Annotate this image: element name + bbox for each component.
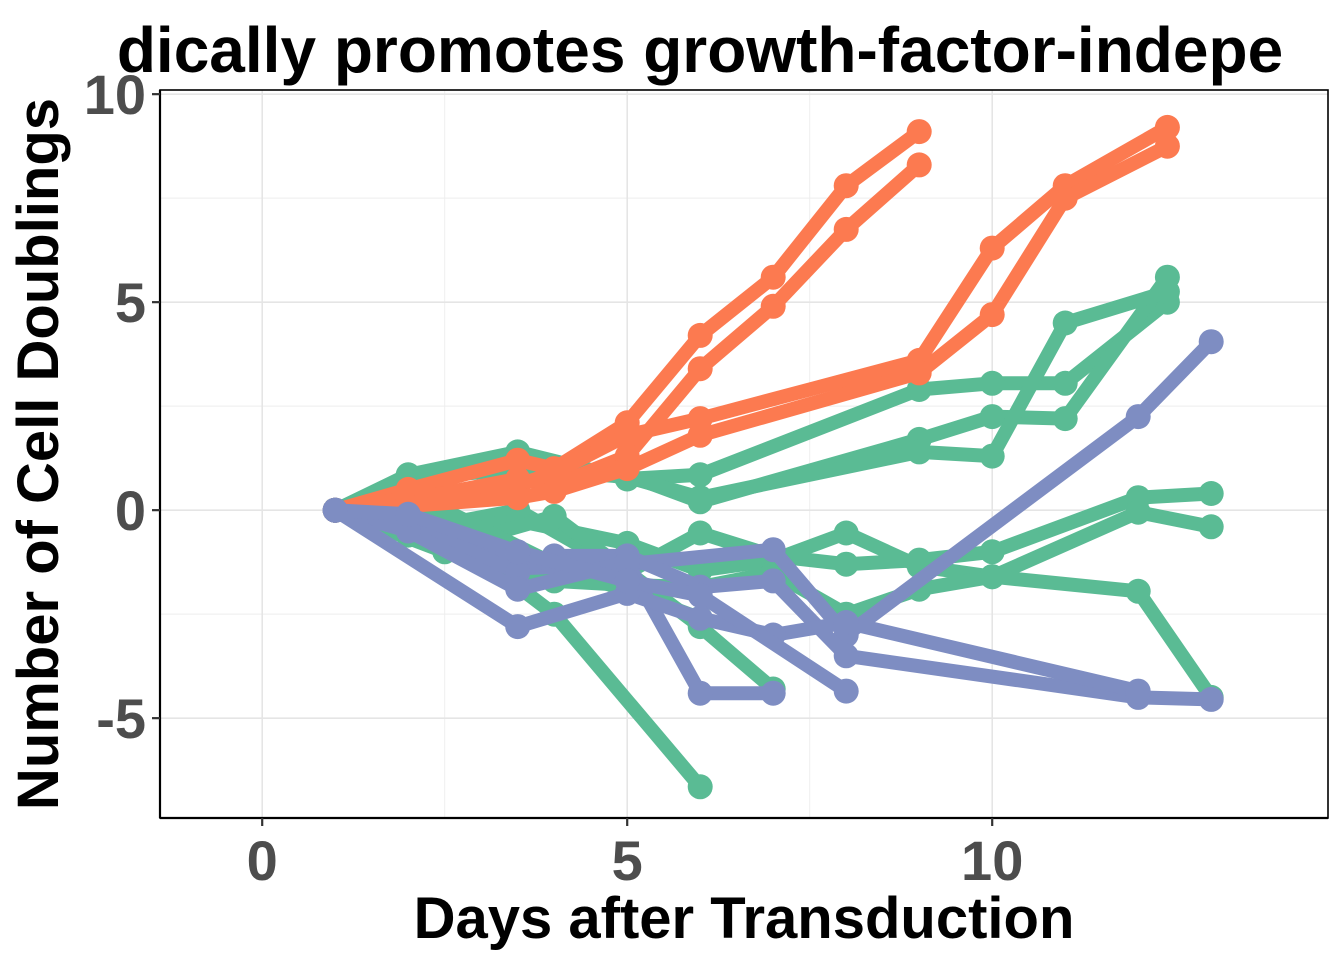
series-line [328,139,1175,518]
data-point [687,605,713,631]
x-tick-label: 0 [247,829,278,892]
data-point [1198,514,1224,540]
data-point [979,404,1005,430]
x-axis-label: Days after Transduction [414,886,1075,951]
data-point [833,520,859,546]
data-point [1198,481,1224,506]
data-point [760,264,786,290]
data-point [614,568,640,594]
data-point [1154,114,1180,140]
data-point [906,119,932,145]
data-point [1052,185,1078,211]
data-point [833,643,859,669]
series-layer [322,114,1224,800]
data-point [505,485,531,511]
data-point [1198,329,1224,355]
data-point [687,462,713,488]
data-point [833,173,859,199]
data-point [687,520,713,546]
data-point [760,680,786,706]
series-16 [322,497,786,706]
data-point [906,439,932,465]
y-tick-label: 5 [115,271,146,334]
series-13 [322,133,1180,523]
chart-title: dically promotes growth-factor-indepe [117,14,1283,86]
data-point [322,497,348,523]
data-point [395,501,421,527]
x-tick-label: 5 [612,829,643,892]
data-point [687,485,713,511]
data-point [833,610,859,635]
y-axis-label: Number of Cell Doublings [6,98,71,810]
data-point [614,456,640,482]
data-point [979,302,1005,328]
data-point [833,551,859,577]
data-point [906,360,932,386]
data-point [1154,133,1180,159]
data-point [1125,578,1151,604]
axis-ticks: 0 5 10 -5 0 5 10 [84,63,1024,892]
data-point [1052,310,1078,336]
data-point [687,422,713,448]
y-tick-label: 0 [115,479,146,542]
data-point [760,293,786,319]
data-point [1052,370,1078,396]
x-tick-label: 10 [961,829,1023,892]
data-point [1198,686,1224,712]
data-point [687,774,713,800]
data-point [906,152,932,178]
data-point [614,549,640,575]
series-18 [322,497,859,704]
data-point [979,564,1005,590]
data-point [505,576,531,602]
data-point [505,447,531,473]
data-point [979,539,1005,565]
data-point [760,568,786,594]
data-point [541,460,567,486]
data-point [687,680,713,706]
data-point [979,443,1005,469]
series-line [328,503,1219,707]
data-point [687,356,713,382]
data-point [833,216,859,242]
data-point [760,537,786,563]
data-point [614,422,640,448]
data-point [1052,406,1078,432]
data-point [541,478,567,504]
data-point [505,614,531,640]
y-tick-label: -5 [96,687,146,750]
data-point [541,503,567,529]
data-point [1125,499,1151,525]
data-point [1125,678,1151,704]
data-point [687,322,713,348]
series-line [328,120,1175,518]
y-tick-label: 10 [84,63,146,126]
data-point [833,678,859,704]
data-point [687,582,713,608]
data-point [1154,279,1180,305]
data-point [505,539,531,565]
data-point [979,235,1005,261]
data-point [1125,404,1151,430]
data-point [979,370,1005,396]
